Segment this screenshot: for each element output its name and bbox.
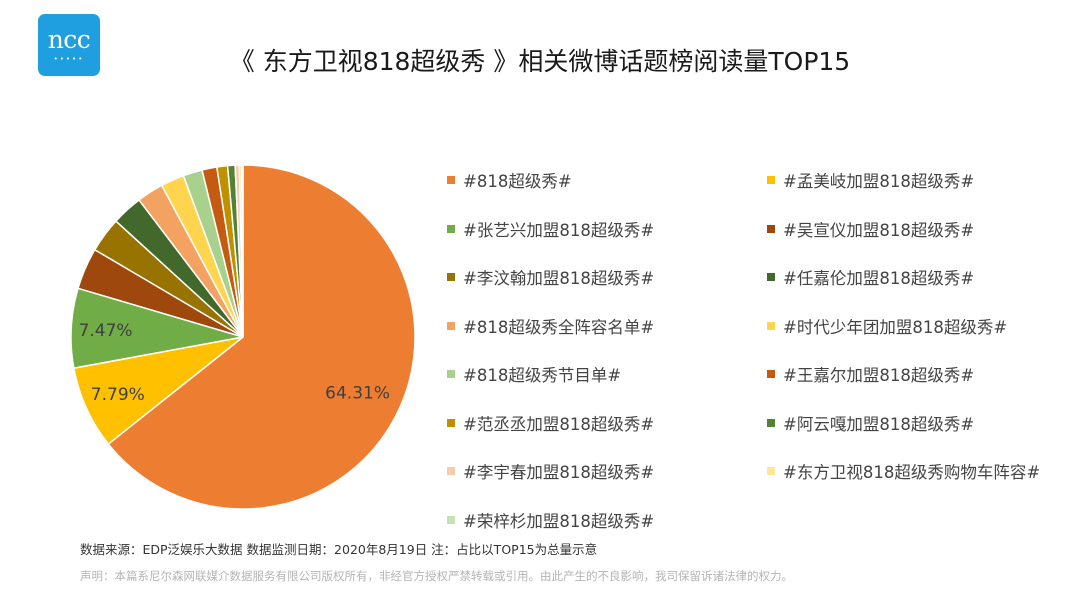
pie-slice-1 (107, 164, 416, 510)
chart-title: 《 东方卫视818超级秀 》相关微博话题榜阅读量TOP15 (229, 47, 851, 76)
legend-item-7: #818超级秀全阵容名单# (447, 311, 767, 341)
legend-label-8: #时代少年团加盟818超级秀# (783, 317, 1008, 337)
legend-item-14: #东方卫视818超级秀购物车阵容# (767, 456, 1067, 486)
legend-swatch-2 (767, 176, 775, 184)
slice-data-label-3: 7.47% (79, 321, 133, 341)
legend-swatch-15 (447, 515, 455, 524)
legend-label-10: #王嘉尔加盟818超级秀# (783, 366, 975, 385)
legend-item-10: #王嘉尔加盟818超级秀# (767, 359, 1067, 389)
legend-swatch-8 (767, 321, 775, 330)
legend-label-3: #张艺兴加盟818超级秀# (463, 220, 655, 240)
logo-dots: ••••• (53, 55, 85, 63)
legend-item-13: #李宇春加盟818超级秀# (447, 456, 767, 486)
legend-item-2: #孟美岐加盟818超级秀# (767, 165, 1067, 195)
legend-label-4: #吴宣仪加盟818超级秀# (783, 220, 975, 240)
legend-label-5: #李汶翰加盟818超级秀# (463, 269, 655, 288)
legend-item-6: #任嘉伦加盟818超级秀# (767, 262, 1067, 292)
legend-swatch-14 (767, 467, 775, 475)
legend-swatch-13 (447, 467, 455, 475)
chart-legend: #818超级秀# #孟美岐加盟818超级秀# #张艺兴加盟818超级秀# #吴宣仪加盟… (447, 165, 1067, 553)
legend-swatch-10 (767, 370, 775, 378)
legend-label-1: #818超级秀# (463, 172, 572, 191)
slice-data-label-1: 64.31% (325, 383, 390, 403)
legend-item-9: #818超级秀节目单# (447, 359, 767, 389)
copyright-disclaimer: 声明：本篇系尼尔森网联媒介数据服务有限公司版权所有，非经官方授权严禁转载或引用。… (80, 569, 793, 583)
legend-item-4: #吴宣仪加盟818超级秀# (767, 214, 1067, 244)
pie-slice-15 (241, 164, 244, 338)
legend-item-3: #张艺兴加盟818超级秀# (447, 214, 767, 244)
legend-swatch-11 (447, 418, 455, 427)
legend-swatch-3 (447, 224, 455, 233)
pie-chart: 64.31% 7.79% 7.47% (70, 164, 416, 510)
data-source-note: 数据来源：EDP泛娱乐大数据 数据监测日期：2020年8月19日 注：占比以TO… (80, 542, 598, 557)
logo-text: ncc (47, 25, 91, 54)
legend-label-7: #818超级秀全阵容名单# (463, 317, 655, 337)
legend-label-12: #阿云嘎加盟818超级秀# (783, 414, 975, 434)
legend-swatch-7 (447, 321, 455, 330)
legend-item-12: #阿云嘎加盟818超级秀# (767, 408, 1067, 438)
legend-item-15: #荣梓杉加盟818超级秀# (447, 505, 767, 535)
legend-item-5: #李汶翰加盟818超级秀# (447, 262, 767, 292)
legend-label-2: #孟美岐加盟818超级秀# (783, 172, 975, 191)
legend-swatch-9 (447, 370, 455, 378)
legend-swatch-12 (767, 418, 775, 427)
legend-label-13: #李宇春加盟818超级秀# (463, 463, 655, 482)
legend-swatch-6 (767, 273, 775, 281)
legend-item-1: #818超级秀# (447, 165, 767, 195)
legend-item-8: #时代少年团加盟818超级秀# (767, 311, 1067, 341)
legend-label-6: #任嘉伦加盟818超级秀# (783, 269, 975, 288)
legend-label-9: #818超级秀节目单# (463, 366, 622, 385)
legend-item-11: #范丞丞加盟818超级秀# (447, 408, 767, 438)
legend-label-11: #范丞丞加盟818超级秀# (463, 414, 655, 434)
legend-label-15: #荣梓杉加盟818超级秀# (463, 511, 655, 531)
legend-swatch-1 (447, 176, 455, 184)
legend-swatch-4 (767, 224, 775, 233)
legend-swatch-5 (447, 273, 455, 281)
slice-data-label-2: 7.79% (91, 385, 145, 405)
legend-label-14: #东方卫视818超级秀购物车阵容# (783, 463, 1041, 482)
ncc-logo: ncc ••••• (38, 14, 100, 76)
